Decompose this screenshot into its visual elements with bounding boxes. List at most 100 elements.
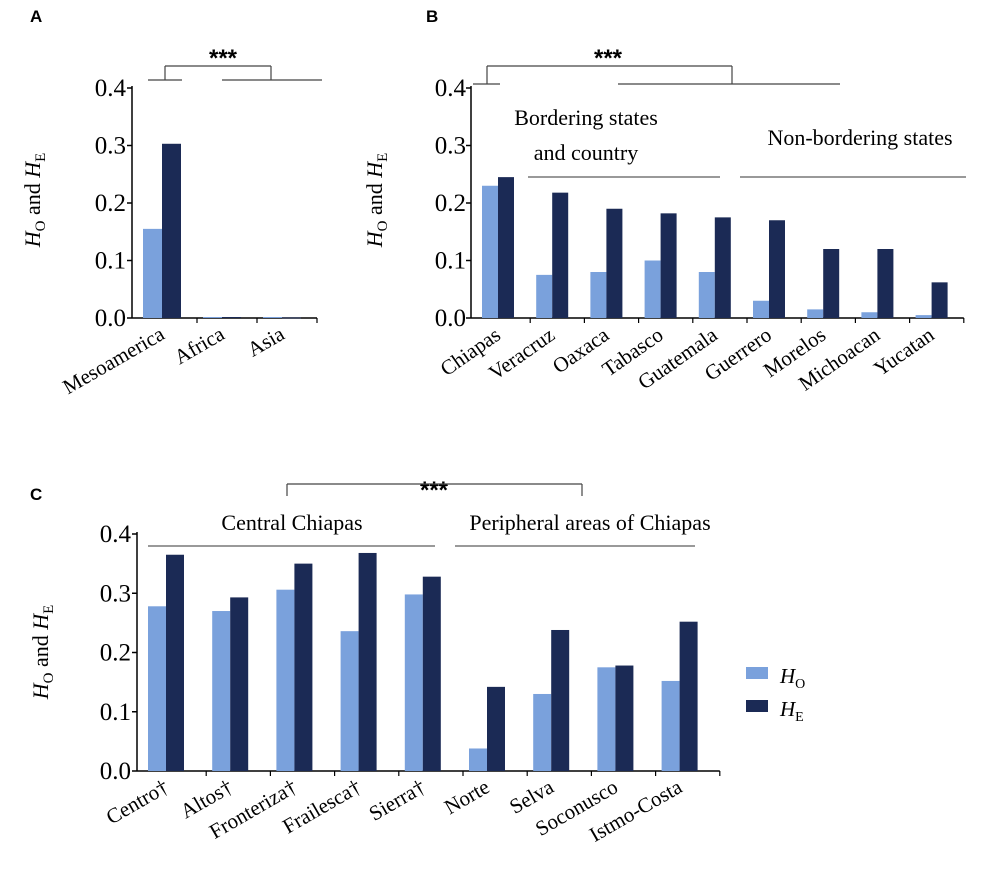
category-label: Sierra† [365, 775, 430, 826]
legend-h: H [779, 664, 797, 688]
bar-he [660, 213, 677, 318]
bar-he [498, 177, 514, 318]
y-tick-label: 0.4 [100, 521, 132, 548]
bar-he [422, 576, 441, 771]
panel-B: BHO and HE0.00.10.20.30.4ChiapasVeracruz… [362, 7, 965, 396]
bar-ho [533, 693, 552, 771]
bar-ho [212, 611, 231, 771]
bar-he [931, 282, 948, 318]
category-label: Asia [243, 321, 289, 361]
bar-he [823, 249, 840, 318]
bar-ho [753, 300, 769, 318]
bar-ho [148, 606, 166, 771]
significance-stars: *** [420, 477, 449, 504]
bar-ho [661, 680, 680, 771]
category-label: Yucatan [869, 322, 939, 381]
legend-swatch-ho [746, 667, 768, 679]
bar-ho [590, 272, 607, 318]
y-label-h: H [20, 161, 45, 179]
y-tick-label: 0.3 [95, 133, 126, 160]
y-tick-label: 0.2 [100, 640, 131, 667]
y-tick-label: 0.3 [100, 580, 131, 607]
y-tick-label: 0.3 [435, 133, 466, 160]
bar-ho [203, 317, 222, 318]
bar-ho [536, 274, 553, 318]
bar-ho [807, 309, 824, 318]
y-tick-label: 0.2 [435, 190, 466, 217]
bar-he [551, 629, 570, 771]
bar-he [877, 249, 894, 318]
bar-ho [861, 312, 878, 318]
bar-ho [482, 185, 498, 318]
panel-label: B [426, 7, 438, 26]
y-tick-label: 0.1 [100, 699, 131, 726]
group-label: Non-bordering states [767, 125, 952, 150]
bar-he [615, 665, 634, 771]
bar-he [552, 192, 569, 318]
panel-label: C [30, 485, 42, 504]
bar-he [769, 220, 785, 318]
bar-he [230, 597, 249, 771]
bar-ho [915, 315, 932, 318]
y-axis-label: HO and HE [362, 153, 391, 249]
bar-ho [698, 272, 715, 318]
bar-he [222, 317, 241, 318]
legend-label-he: HE [779, 697, 804, 725]
bar-ho [597, 667, 616, 771]
y-label-and: and [362, 178, 387, 221]
y-tick-label: 0.1 [435, 248, 466, 275]
y-tick-label: 0.4 [95, 75, 127, 102]
bar-he [282, 317, 301, 319]
bar-he [166, 554, 184, 771]
bar-he [294, 563, 313, 771]
y-label-h: H [28, 613, 53, 631]
group-label: Bordering states [514, 105, 658, 130]
legend-swatch-he [746, 700, 768, 712]
bar-he [358, 552, 377, 771]
bar-he [606, 208, 623, 318]
legend-h: H [779, 697, 797, 721]
y-label-h: H [28, 682, 53, 700]
bar-he [679, 621, 698, 771]
y-tick-label: 0.4 [435, 75, 467, 102]
group-label: Central Chiapas [221, 510, 362, 535]
y-label-sub: O [41, 672, 57, 683]
y-label-sub: O [33, 220, 49, 231]
group-label: and country [534, 140, 638, 165]
group-label: Peripheral areas of Chiapas [469, 510, 710, 535]
category-label: Norte [440, 775, 493, 820]
legend-label-ho: HO [779, 664, 805, 692]
legend-sub: E [795, 710, 804, 725]
legend-sub: O [795, 677, 805, 692]
y-label-sub: E [41, 605, 57, 614]
y-axis-label: HO and HE [20, 153, 49, 249]
panel-label: A [30, 7, 42, 26]
bar-he [487, 686, 505, 771]
y-tick-label: 0.0 [95, 305, 126, 332]
y-label-h: H [20, 230, 45, 248]
bar-ho [276, 589, 295, 771]
bar-ho [143, 228, 162, 318]
y-tick-label: 0.1 [95, 248, 126, 275]
category-label: Africa [170, 321, 229, 369]
bar-ho [263, 317, 282, 318]
y-label-h: H [362, 230, 387, 248]
y-axis-label: HO and HE [28, 605, 57, 701]
y-label-and: and [28, 630, 53, 673]
y-label-sub: E [375, 153, 391, 162]
bar-ho [469, 748, 487, 771]
bar-he [162, 143, 181, 318]
y-label-sub: E [33, 153, 49, 162]
y-tick-label: 0.0 [100, 758, 131, 785]
y-label-sub: O [375, 220, 391, 231]
bar-ho [340, 631, 359, 771]
category-label: Mesoamerica [59, 321, 170, 399]
y-tick-label: 0.2 [95, 190, 126, 217]
bar-ho [404, 594, 423, 771]
significance-stars: *** [594, 45, 623, 72]
bar-he [714, 217, 731, 318]
bar-ho [644, 260, 661, 318]
